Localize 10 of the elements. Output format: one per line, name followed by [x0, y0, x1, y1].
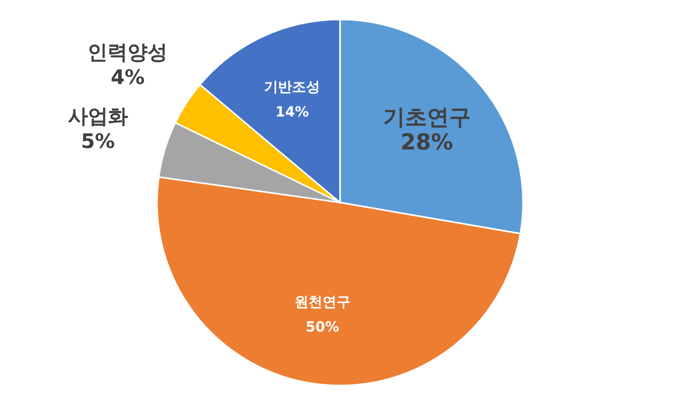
- data-label: 28%: [400, 130, 454, 156]
- slice-label: 기반조성: [264, 80, 320, 96]
- data-label: 4%: [110, 64, 145, 89]
- data-label: 5%: [80, 128, 115, 153]
- slice-label: 원천연구: [294, 294, 350, 311]
- slice-label: 인력양성: [88, 40, 168, 64]
- slice-label: 사업화: [68, 104, 128, 128]
- data-label: 50%: [306, 320, 340, 336]
- slice-label: 기초연구: [382, 105, 471, 130]
- data-label: 14%: [275, 104, 309, 121]
